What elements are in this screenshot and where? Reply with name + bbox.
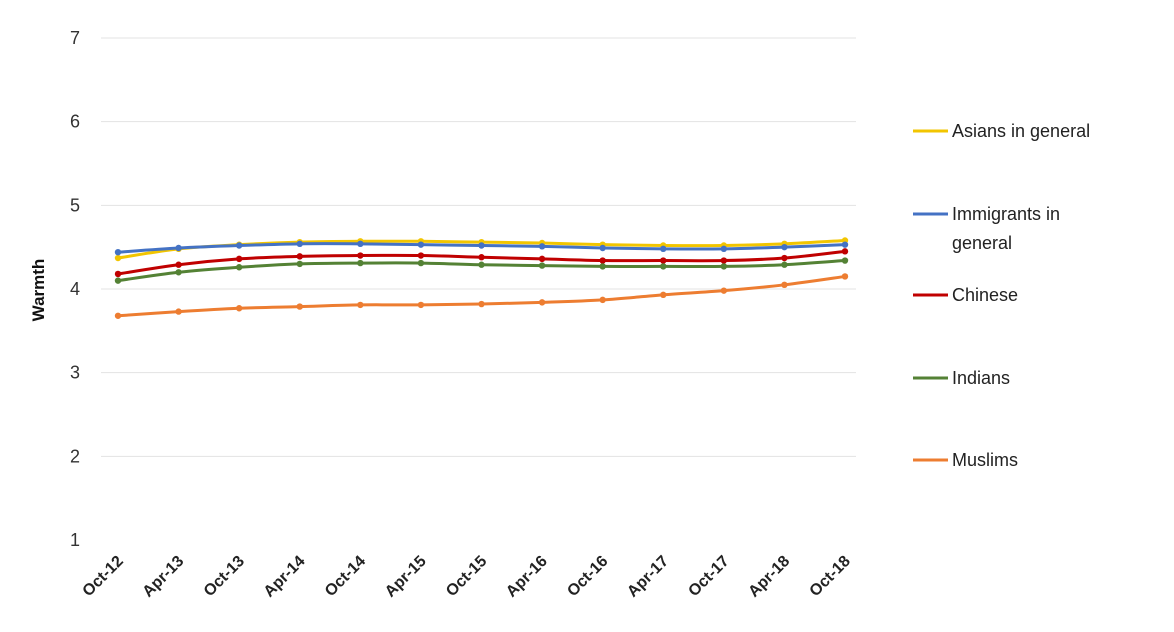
legend-entry: Indians: [913, 368, 1010, 388]
data-point: [841, 273, 849, 280]
data-point: [357, 301, 364, 309]
legend-label: Asians in general: [952, 121, 1090, 141]
legend: Asians in general Immigrants in general Chi…: [913, 121, 1090, 470]
gridlines: [101, 37, 856, 457]
data-point: [720, 287, 728, 294]
data-point: [841, 248, 849, 255]
data-point: [478, 254, 485, 261]
data-point: [417, 259, 425, 267]
x-tick-label: Apr-16: [503, 553, 551, 601]
y-tick-label: 5: [70, 195, 80, 215]
legend-entry: Muslims: [913, 450, 1018, 470]
data-point: [660, 245, 667, 253]
legend-label: Immigrants in: [952, 204, 1060, 224]
data-point: [417, 241, 425, 248]
data-point: [841, 257, 849, 264]
data-point: [235, 242, 243, 249]
series-lines: [114, 237, 849, 319]
data-point: [296, 253, 303, 260]
x-tick-label: Oct-15: [443, 553, 490, 600]
data-point: [538, 299, 546, 306]
data-point: [296, 240, 303, 248]
data-point: [599, 296, 606, 304]
data-point: [357, 252, 364, 259]
x-tick-label: Oct-18: [807, 553, 854, 600]
x-tick-label: Oct-17: [685, 553, 732, 600]
data-point: [235, 264, 243, 271]
data-point: [417, 301, 425, 309]
data-point: [599, 263, 606, 270]
y-axis-label: Warmth: [29, 259, 48, 322]
data-point: [538, 255, 546, 263]
data-point: [538, 243, 546, 250]
data-point: [781, 261, 788, 268]
data-point: [599, 257, 606, 264]
series-indians: [114, 257, 849, 284]
data-point: [417, 252, 425, 259]
y-axis-ticks: 1 2 3 4 5 6 7: [70, 28, 80, 550]
data-point: [781, 281, 788, 289]
data-point: [235, 255, 243, 263]
data-point: [114, 312, 122, 319]
data-point: [720, 263, 728, 270]
data-point: [357, 240, 364, 248]
data-point: [296, 260, 303, 268]
x-tick-label: Oct-14: [322, 553, 369, 600]
x-axis-ticks: Oct-12 Apr-13 Oct-13 Apr-14 Oct-14 Apr-15 Oct-…: [80, 553, 854, 601]
data-point: [720, 257, 728, 264]
data-point: [660, 291, 667, 299]
x-tick-label: Apr-17: [624, 553, 672, 601]
data-point: [175, 308, 182, 315]
series-chinese: [114, 248, 849, 278]
x-tick-label: Apr-15: [382, 553, 430, 601]
x-tick-label: Apr-18: [745, 553, 793, 601]
legend-label: Chinese: [952, 285, 1018, 305]
legend-label: general: [952, 233, 1012, 253]
legend-label: Indians: [952, 368, 1010, 388]
data-point: [114, 270, 122, 278]
data-point: [175, 261, 182, 268]
data-point: [841, 241, 849, 248]
data-point: [114, 277, 122, 284]
data-point: [296, 303, 303, 310]
x-tick-label: Apr-14: [261, 553, 309, 601]
legend-entry: Immigrants in general: [913, 204, 1060, 253]
data-point: [175, 269, 182, 276]
data-point: [478, 242, 485, 249]
y-tick-label: 4: [70, 279, 80, 299]
data-point: [478, 261, 485, 268]
series-muslims: [114, 273, 849, 319]
y-tick-label: 3: [70, 363, 80, 383]
x-tick-label: Oct-12: [80, 553, 127, 600]
data-point: [660, 263, 667, 270]
data-point: [114, 254, 122, 262]
x-tick-label: Oct-13: [201, 553, 248, 600]
data-point: [357, 259, 364, 267]
legend-entry: Chinese: [913, 285, 1018, 305]
series-immigrants-in-general: [114, 240, 849, 256]
data-point: [478, 300, 485, 308]
data-point: [720, 245, 728, 253]
x-tick-label: Oct-16: [564, 553, 611, 600]
data-point: [538, 262, 546, 269]
legend-label: Muslims: [952, 450, 1018, 470]
x-tick-label: Apr-13: [140, 553, 188, 601]
y-tick-label: 6: [70, 112, 80, 132]
data-point: [175, 244, 182, 252]
data-point: [235, 305, 243, 312]
series-line: [116, 274, 847, 318]
data-point: [599, 244, 606, 252]
data-point: [781, 254, 788, 262]
data-point: [114, 248, 122, 256]
y-tick-label: 7: [70, 28, 80, 48]
data-point: [660, 257, 667, 264]
legend-entry: Asians in general: [913, 121, 1090, 141]
data-point: [781, 243, 788, 251]
y-tick-label: 2: [70, 446, 80, 466]
y-tick-label: 1: [70, 530, 80, 550]
